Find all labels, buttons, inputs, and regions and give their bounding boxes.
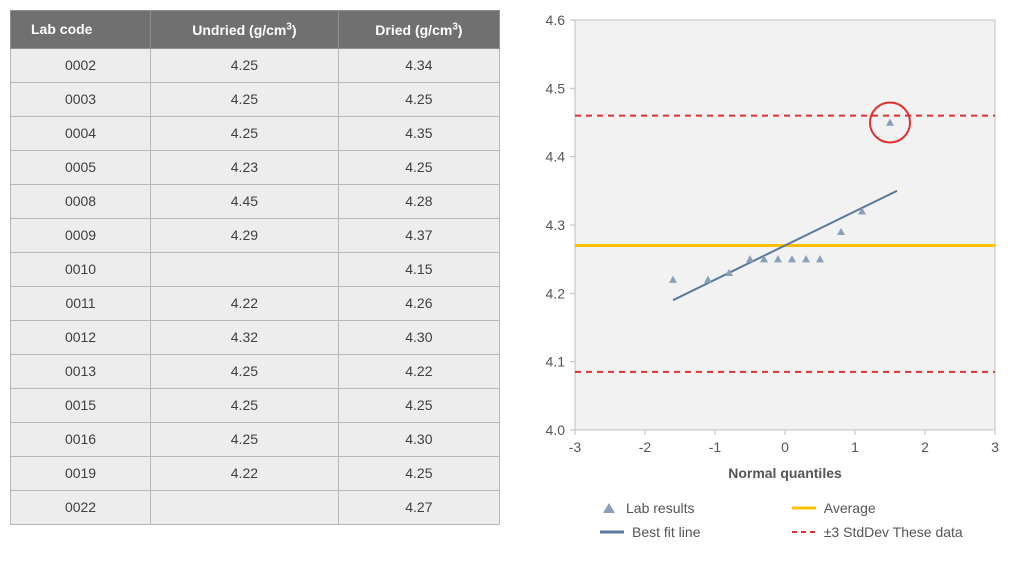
cell-undried: 4.25 bbox=[151, 354, 339, 388]
cell-undried: 4.22 bbox=[151, 456, 339, 490]
cell-lab-code: 0005 bbox=[11, 150, 151, 184]
density-table: Lab code Undried (g/cm3) Dried (g/cm3) 0… bbox=[10, 10, 500, 525]
table-body: 00024.254.3400034.254.2500044.254.350005… bbox=[11, 48, 500, 524]
cell-undried: 4.23 bbox=[151, 150, 339, 184]
cell-lab-code: 0013 bbox=[11, 354, 151, 388]
cell-undried: 4.25 bbox=[151, 48, 339, 82]
table-row: 0010 4.15 bbox=[11, 252, 500, 286]
qq-plot: 4.0 4.1 4.2 4.3 4.4 4.5 4.6 -3 -2 -1 0 1 2 3 Normal qu… bbox=[520, 10, 1010, 490]
y-tick-label: 4.6 bbox=[546, 12, 566, 28]
cell-dried: 4.25 bbox=[338, 456, 499, 490]
table-row: 00034.254.25 bbox=[11, 82, 500, 116]
plot-area bbox=[575, 20, 995, 430]
cell-lab-code: 0009 bbox=[11, 218, 151, 252]
cell-undried: 4.25 bbox=[151, 388, 339, 422]
table-row: 00094.294.37 bbox=[11, 218, 500, 252]
col-lab-code: Lab code bbox=[11, 11, 151, 49]
cell-lab-code: 0010 bbox=[11, 252, 151, 286]
cell-lab-code: 0015 bbox=[11, 388, 151, 422]
table-row: 00154.254.25 bbox=[11, 388, 500, 422]
cell-dried: 4.28 bbox=[338, 184, 499, 218]
cell-undried: 4.22 bbox=[151, 286, 339, 320]
x-axis-label: Normal quantiles bbox=[728, 465, 842, 481]
table-row: 00134.254.22 bbox=[11, 354, 500, 388]
cell-dried: 4.26 bbox=[338, 286, 499, 320]
cell-dried: 4.37 bbox=[338, 218, 499, 252]
cell-lab-code: 0022 bbox=[11, 490, 151, 524]
legend-bestfit: Best fit line bbox=[600, 524, 752, 540]
cell-undried: 4.45 bbox=[151, 184, 339, 218]
table-row: 00024.254.34 bbox=[11, 48, 500, 82]
cell-undried bbox=[151, 490, 339, 524]
density-table-panel: Lab code Undried (g/cm3) Dried (g/cm3) 0… bbox=[10, 10, 500, 555]
cell-lab-code: 0011 bbox=[11, 286, 151, 320]
qq-plot-panel: 4.0 4.1 4.2 4.3 4.4 4.5 4.6 -3 -2 -1 0 1 2 3 Normal qu… bbox=[520, 10, 1014, 555]
cell-lab-code: 0019 bbox=[11, 456, 151, 490]
table-row: 00084.454.28 bbox=[11, 184, 500, 218]
cell-undried: 4.25 bbox=[151, 422, 339, 456]
legend-average: Average bbox=[792, 500, 1014, 516]
cell-dried: 4.27 bbox=[338, 490, 499, 524]
y-tick-label: 4.3 bbox=[546, 217, 566, 233]
cell-undried: 4.32 bbox=[151, 320, 339, 354]
cell-dried: 4.25 bbox=[338, 82, 499, 116]
y-tick-label: 4.2 bbox=[546, 285, 566, 301]
table-row: 00114.224.26 bbox=[11, 286, 500, 320]
table-row: 00124.324.30 bbox=[11, 320, 500, 354]
cell-dried: 4.22 bbox=[338, 354, 499, 388]
table-row: 00164.254.30 bbox=[11, 422, 500, 456]
cell-lab-code: 0003 bbox=[11, 82, 151, 116]
table-header-row: Lab code Undried (g/cm3) Dried (g/cm3) bbox=[11, 11, 500, 49]
cell-lab-code: 0002 bbox=[11, 48, 151, 82]
y-tick-label: 4.1 bbox=[546, 354, 566, 370]
cell-dried: 4.25 bbox=[338, 388, 499, 422]
cell-lab-code: 0008 bbox=[11, 184, 151, 218]
y-tick-label: 4.5 bbox=[546, 80, 566, 96]
cell-undried: 4.25 bbox=[151, 116, 339, 150]
table-row: 00194.224.25 bbox=[11, 456, 500, 490]
cell-lab-code: 0004 bbox=[11, 116, 151, 150]
table-row: 00044.254.35 bbox=[11, 116, 500, 150]
col-undried: Undried (g/cm3) bbox=[151, 11, 339, 49]
x-tick-label: 3 bbox=[991, 439, 999, 455]
table-row: 0022 4.27 bbox=[11, 490, 500, 524]
legend-stddev: ±3 StdDev These data bbox=[792, 524, 1014, 540]
cell-dried: 4.30 bbox=[338, 320, 499, 354]
cell-lab-code: 0012 bbox=[11, 320, 151, 354]
cell-undried: 4.25 bbox=[151, 82, 339, 116]
cell-dried: 4.25 bbox=[338, 150, 499, 184]
x-tick-label: -3 bbox=[569, 439, 582, 455]
cell-lab-code: 0016 bbox=[11, 422, 151, 456]
col-dried: Dried (g/cm3) bbox=[338, 11, 499, 49]
legend-lab-results: Lab results bbox=[600, 500, 752, 516]
y-tick-label: 4.4 bbox=[546, 149, 566, 165]
x-tick-label: 1 bbox=[851, 439, 859, 455]
cell-dried: 4.15 bbox=[338, 252, 499, 286]
cell-undried bbox=[151, 252, 339, 286]
x-tick-label: 0 bbox=[781, 439, 789, 455]
cell-undried: 4.29 bbox=[151, 218, 339, 252]
table-row: 00054.234.25 bbox=[11, 150, 500, 184]
cell-dried: 4.34 bbox=[338, 48, 499, 82]
chart-legend: Lab results Average Best fit line ±3 Std… bbox=[600, 500, 1014, 540]
cell-dried: 4.30 bbox=[338, 422, 499, 456]
x-tick-label: -1 bbox=[709, 439, 722, 455]
x-tick-label: -2 bbox=[639, 439, 652, 455]
cell-dried: 4.35 bbox=[338, 116, 499, 150]
x-tick-label: 2 bbox=[921, 439, 929, 455]
y-tick-label: 4.0 bbox=[546, 422, 566, 438]
